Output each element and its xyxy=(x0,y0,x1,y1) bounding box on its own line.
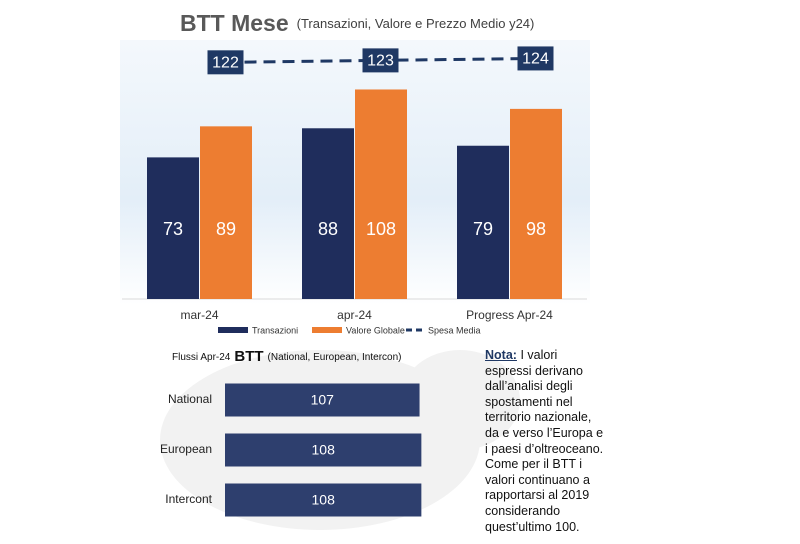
data-label: 89 xyxy=(216,219,236,239)
x-tick-label: Progress Apr-24 xyxy=(466,308,553,322)
bar xyxy=(225,483,422,517)
note: Nota: I valori espressi derivano dall’an… xyxy=(485,348,607,535)
data-label-box xyxy=(362,48,399,73)
data-label: 124 xyxy=(522,51,549,68)
note-label: Nota: xyxy=(485,348,517,362)
title: BTT Mese xyxy=(180,10,289,36)
y-tick-label: National xyxy=(168,392,212,406)
legend-label: Spesa Media xyxy=(428,325,481,335)
subtitle: (Transazioni, Valore e Prezzo Medio y24) xyxy=(297,16,535,31)
data-label-box xyxy=(517,46,554,71)
data-label: 79 xyxy=(473,219,493,239)
map-background xyxy=(400,350,520,450)
legend-swatch xyxy=(312,327,342,333)
data-label: 107 xyxy=(311,392,335,408)
title-emphasis: BTT xyxy=(234,348,263,365)
data-label: 122 xyxy=(212,55,239,72)
legend-swatch xyxy=(218,327,248,333)
data-label: 108 xyxy=(366,219,396,239)
bar xyxy=(147,157,199,299)
note-text: I valori espressi derivano dall’analisi … xyxy=(485,348,604,534)
y-tick-label: European xyxy=(160,442,212,456)
data-label: 88 xyxy=(318,219,338,239)
legend-label: Transazioni xyxy=(252,325,298,335)
data-label: 73 xyxy=(163,219,183,239)
x-tick-label: mar-24 xyxy=(180,308,218,322)
data-label: 123 xyxy=(367,53,394,70)
bar xyxy=(225,433,422,467)
chart-title: BTT Mese (Transazioni, Valore e Prezzo Me… xyxy=(180,10,534,36)
chart-title: Flussi Apr-24 BTT (National, European, Int… xyxy=(172,348,402,365)
bar xyxy=(200,126,252,299)
y-tick-label: Intercont xyxy=(165,492,212,506)
data-label-box xyxy=(207,50,244,75)
bar xyxy=(510,108,562,299)
subtitle: (National, European, Intercon) xyxy=(268,352,402,363)
title: Flussi Apr-24 xyxy=(172,352,231,363)
bar xyxy=(225,383,420,417)
x-tick-label: apr-24 xyxy=(337,308,372,322)
legend-label: Valore Globale xyxy=(346,325,405,335)
data-label: 108 xyxy=(312,492,336,508)
data-label: 108 xyxy=(312,442,336,458)
data-label: 98 xyxy=(526,219,546,239)
bar xyxy=(355,89,407,299)
bar xyxy=(457,145,509,299)
bar xyxy=(302,128,354,299)
